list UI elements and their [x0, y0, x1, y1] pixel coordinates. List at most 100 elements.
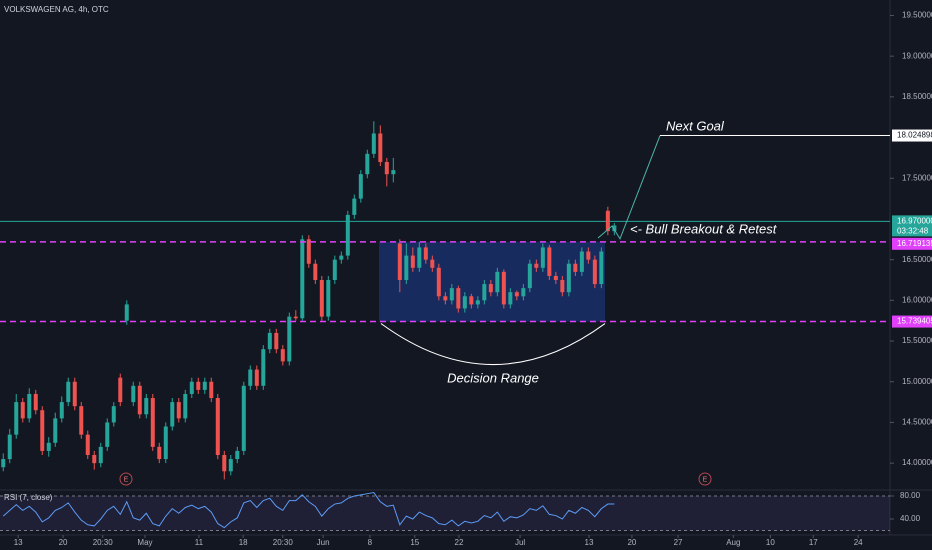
candle-body: [53, 418, 58, 443]
candle-body: [92, 455, 97, 464]
candle-body: [469, 296, 474, 305]
y-tick-label: 19.500000: [902, 11, 932, 20]
candle-body: [222, 455, 227, 472]
candle-body: [527, 263, 532, 289]
candle-body: [397, 243, 402, 280]
countdown-label: 03:32:48: [897, 227, 929, 236]
candle-body: [157, 446, 162, 460]
range-level-box: [892, 237, 932, 250]
x-tick-label: 24: [854, 538, 863, 547]
earnings-label: E: [124, 476, 129, 483]
x-tick-label: 18: [239, 538, 248, 547]
chart-title: VOLKSWAGEN AG, 4h, OTC: [4, 5, 109, 14]
candle-body: [404, 255, 409, 280]
goal-path: [597, 135, 661, 240]
candle-body: [540, 247, 545, 268]
candle-body: [209, 381, 214, 399]
annotation: <- Bull Breakout & Retest: [630, 221, 778, 236]
candle-body: [475, 300, 480, 305]
rsi-band-fill: [0, 495, 890, 531]
last-price-label: 16.970000: [897, 217, 932, 226]
earnings-marker: [698, 472, 712, 486]
x-tick-label: Jul: [515, 538, 525, 547]
range-level-label: 15.739405: [897, 317, 932, 326]
x-tick-label: 20:30: [93, 538, 114, 547]
candle-body: [605, 210, 610, 232]
candle-body: [313, 263, 318, 280]
x-tick-label: 22: [455, 538, 464, 547]
rsi-y-tick-label: 80.00: [900, 491, 921, 500]
earnings-marker: [119, 472, 133, 486]
annotation: Decision Range: [447, 370, 539, 385]
candle-body: [586, 251, 591, 260]
candle-body: [144, 398, 149, 415]
candle-body: [98, 446, 103, 464]
candle-body: [248, 369, 253, 386]
x-tick-label: 15: [410, 538, 419, 547]
candle-body: [430, 259, 435, 268]
rsi-line: [2, 491, 615, 529]
candle-body: [215, 398, 220, 455]
candle-body: [131, 385, 136, 403]
x-tick-label: 8: [368, 538, 373, 547]
candle-body: [254, 369, 259, 386]
candle-body: [20, 402, 25, 419]
y-tick-label: 14.000000: [902, 458, 932, 467]
y-tick-label: 19.000000: [902, 51, 932, 60]
candle-body: [482, 284, 487, 301]
candle-body: [202, 381, 207, 390]
target-label: 18.024898: [897, 131, 932, 140]
candle-body: [241, 385, 246, 451]
candle-body: [599, 251, 604, 285]
x-tick-label: 10: [766, 538, 775, 547]
y-tick-label: 14.500000: [902, 418, 932, 427]
candle-body: [306, 239, 311, 264]
candle-body: [14, 402, 19, 435]
candle-body: [391, 170, 396, 175]
candle-body: [378, 133, 383, 162]
candle-body: [456, 288, 461, 309]
x-tick-label: 20: [627, 538, 636, 547]
candle-body: [196, 381, 201, 390]
candle-body: [85, 434, 90, 455]
last-price-box: [892, 215, 932, 237]
y-tick-label: 15.000000: [902, 377, 932, 386]
candle-body: [59, 402, 64, 419]
candle-body: [521, 288, 526, 297]
candle-body: [280, 349, 285, 362]
candle-body: [371, 133, 376, 154]
candle-body: [287, 316, 292, 362]
candle-body: [365, 153, 370, 175]
candle-body: [235, 450, 240, 460]
x-tick-label: May: [137, 538, 152, 547]
candle-body: [417, 247, 422, 268]
candle-body: [27, 393, 32, 419]
candle-body: [176, 402, 181, 419]
earnings-label: E: [703, 476, 708, 483]
candle-body: [436, 267, 441, 297]
x-tick-label: 13: [585, 538, 594, 547]
candle-body: [560, 280, 565, 293]
candle-body: [183, 393, 188, 419]
candle-body: [553, 275, 558, 280]
candle-body: [579, 251, 584, 272]
x-tick-label: 13: [14, 538, 23, 547]
candle-body: [150, 398, 155, 447]
candle-body: [72, 381, 77, 407]
y-tick-label: 16.500000: [902, 255, 932, 264]
candle-body: [358, 174, 363, 199]
candle-body: [66, 381, 71, 403]
candle-body: [566, 263, 571, 293]
candle-body: [384, 161, 389, 175]
candle-body: [300, 239, 305, 319]
x-tick-label: 27: [674, 538, 683, 547]
candle-body: [352, 198, 357, 215]
x-tick-label: 20:30: [273, 538, 294, 547]
annotation: Next Goal: [666, 118, 725, 133]
rsi-y-tick-label: 40.00: [900, 514, 921, 523]
y-tick-label: 15.500000: [902, 336, 932, 345]
x-tick-label: 20: [59, 538, 68, 547]
candle-body: [462, 296, 467, 309]
decision-range-arc: [380, 323, 606, 365]
